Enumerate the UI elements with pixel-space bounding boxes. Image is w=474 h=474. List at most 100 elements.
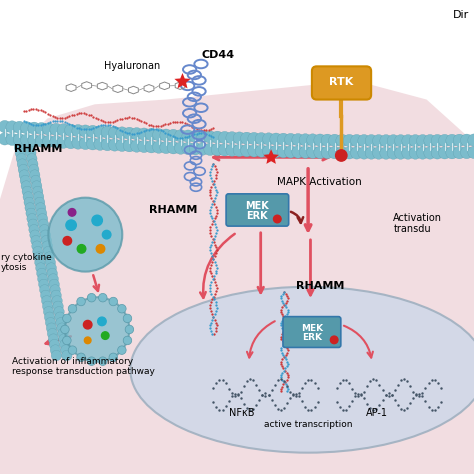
Circle shape [50, 123, 62, 136]
Circle shape [38, 279, 49, 290]
Circle shape [299, 134, 311, 146]
Circle shape [72, 125, 84, 137]
Text: AP-1: AP-1 [366, 408, 388, 418]
Circle shape [277, 133, 290, 146]
Circle shape [118, 304, 126, 313]
Circle shape [446, 134, 458, 146]
Circle shape [65, 297, 129, 362]
Text: MEK: MEK [301, 324, 323, 333]
Circle shape [263, 133, 275, 145]
Circle shape [28, 122, 40, 135]
Circle shape [46, 263, 56, 273]
Circle shape [453, 134, 465, 146]
Circle shape [130, 128, 143, 140]
Circle shape [87, 293, 96, 302]
Circle shape [14, 143, 25, 153]
Circle shape [36, 208, 47, 219]
Circle shape [94, 126, 106, 138]
Circle shape [123, 139, 136, 152]
Circle shape [270, 146, 282, 158]
Text: Activation
transdu: Activation transdu [393, 213, 442, 234]
Circle shape [68, 209, 76, 216]
Text: CD44: CD44 [201, 50, 235, 60]
Circle shape [31, 236, 41, 246]
Ellipse shape [130, 287, 474, 453]
Circle shape [61, 345, 71, 355]
Circle shape [380, 135, 392, 147]
Circle shape [37, 273, 48, 284]
Polygon shape [174, 73, 191, 89]
Circle shape [24, 197, 35, 208]
Circle shape [22, 186, 32, 197]
Circle shape [35, 197, 45, 208]
Circle shape [424, 147, 436, 159]
Circle shape [23, 191, 34, 202]
Text: active transcription: active transcription [264, 419, 352, 428]
Circle shape [45, 257, 55, 268]
Circle shape [64, 137, 77, 149]
Circle shape [233, 144, 246, 156]
Circle shape [248, 132, 260, 145]
Circle shape [28, 219, 38, 229]
Circle shape [226, 144, 238, 156]
Circle shape [32, 186, 43, 197]
Circle shape [321, 146, 334, 159]
Polygon shape [264, 149, 279, 164]
FancyBboxPatch shape [226, 194, 289, 226]
Circle shape [34, 252, 44, 262]
Circle shape [226, 132, 238, 144]
Circle shape [380, 147, 392, 159]
Circle shape [20, 175, 30, 186]
Circle shape [57, 323, 67, 333]
Circle shape [197, 130, 209, 143]
Circle shape [61, 325, 69, 334]
Circle shape [409, 135, 421, 147]
Circle shape [18, 164, 28, 175]
Circle shape [45, 312, 55, 322]
Circle shape [51, 290, 61, 301]
Circle shape [27, 154, 37, 164]
Circle shape [358, 135, 370, 147]
Circle shape [219, 144, 231, 156]
Text: Activation of inflammatory
response transduction pathway: Activation of inflammatory response tran… [12, 357, 155, 376]
Circle shape [63, 314, 71, 323]
Circle shape [98, 317, 106, 326]
Circle shape [28, 135, 40, 147]
Circle shape [55, 312, 65, 322]
Circle shape [54, 307, 64, 317]
Circle shape [48, 334, 59, 344]
Circle shape [125, 325, 134, 334]
Circle shape [109, 297, 118, 306]
Circle shape [453, 146, 465, 159]
Circle shape [25, 202, 36, 213]
Circle shape [394, 147, 407, 159]
Circle shape [50, 285, 60, 295]
Circle shape [138, 140, 150, 153]
Circle shape [101, 126, 114, 138]
Circle shape [15, 148, 26, 158]
Text: NFκB: NFκB [229, 408, 255, 418]
Circle shape [30, 230, 40, 240]
Circle shape [92, 215, 102, 226]
Circle shape [255, 133, 267, 145]
Circle shape [72, 137, 84, 149]
Circle shape [26, 148, 36, 158]
Circle shape [87, 357, 96, 365]
Circle shape [44, 307, 54, 317]
Circle shape [118, 346, 126, 355]
Circle shape [36, 263, 46, 273]
Circle shape [43, 246, 54, 257]
Circle shape [153, 128, 165, 141]
Circle shape [123, 336, 132, 345]
Circle shape [438, 146, 451, 159]
Circle shape [47, 268, 57, 279]
Circle shape [255, 145, 267, 157]
Circle shape [101, 332, 109, 339]
Circle shape [189, 130, 201, 143]
Circle shape [365, 147, 377, 159]
Circle shape [13, 137, 24, 147]
Circle shape [46, 323, 57, 333]
Circle shape [68, 346, 77, 355]
Text: ERK: ERK [302, 334, 322, 342]
Circle shape [77, 245, 86, 253]
